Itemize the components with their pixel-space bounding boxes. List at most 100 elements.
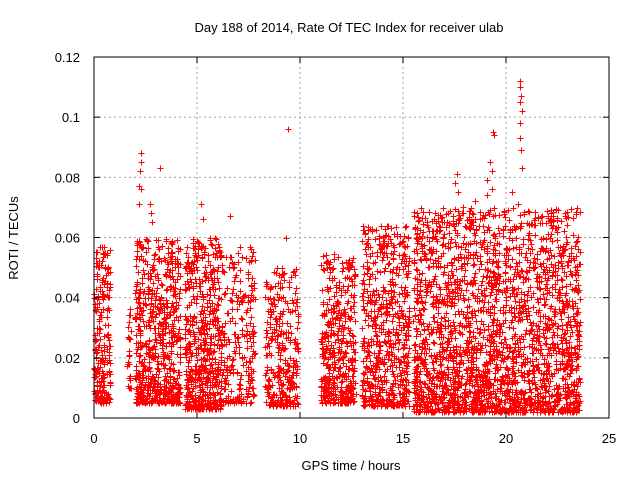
data-point bbox=[154, 384, 161, 391]
data-point bbox=[269, 382, 276, 389]
data-point bbox=[155, 237, 162, 244]
data-point bbox=[492, 235, 499, 242]
data-point bbox=[529, 350, 536, 357]
data-point bbox=[191, 331, 198, 338]
data-point bbox=[426, 238, 433, 245]
data-point bbox=[421, 327, 428, 334]
data-point bbox=[236, 350, 243, 357]
data-point bbox=[273, 270, 280, 277]
data-point bbox=[360, 340, 367, 347]
data-point bbox=[475, 286, 482, 293]
data-point bbox=[288, 378, 295, 385]
data-point bbox=[212, 392, 219, 399]
data-point bbox=[288, 274, 295, 281]
data-point bbox=[207, 286, 214, 293]
data-point bbox=[400, 353, 407, 360]
data-point bbox=[481, 229, 488, 236]
data-point bbox=[280, 381, 287, 388]
data-point bbox=[388, 357, 395, 364]
data-point bbox=[359, 238, 366, 245]
data-point bbox=[494, 403, 501, 410]
data-point bbox=[239, 327, 246, 334]
data-point bbox=[276, 368, 283, 375]
data-point bbox=[387, 268, 394, 275]
data-point bbox=[405, 324, 412, 331]
data-point bbox=[212, 314, 219, 321]
data-point bbox=[364, 240, 371, 247]
data-point bbox=[124, 363, 131, 370]
data-point bbox=[323, 260, 330, 267]
data-point bbox=[523, 268, 530, 275]
data-point bbox=[464, 309, 471, 316]
data-point bbox=[249, 355, 256, 362]
data-point bbox=[207, 303, 214, 310]
data-point bbox=[546, 326, 553, 333]
data-point bbox=[97, 312, 104, 319]
data-point bbox=[326, 393, 333, 400]
data-point bbox=[97, 284, 104, 291]
data-point bbox=[340, 265, 347, 272]
data-point bbox=[239, 354, 246, 361]
data-point bbox=[342, 318, 349, 325]
data-point bbox=[485, 224, 492, 231]
data-point bbox=[461, 297, 468, 304]
data-point bbox=[249, 377, 256, 384]
data-point bbox=[216, 345, 223, 352]
data-point bbox=[267, 286, 274, 293]
data-point bbox=[207, 271, 214, 278]
data-point bbox=[505, 252, 512, 259]
data-point bbox=[425, 282, 432, 289]
data-point bbox=[322, 388, 329, 395]
data-point bbox=[280, 366, 287, 373]
data-point bbox=[195, 370, 202, 377]
data-point bbox=[269, 399, 276, 406]
data-point bbox=[510, 360, 517, 367]
data-point bbox=[375, 355, 382, 362]
data-point bbox=[265, 340, 272, 347]
data-point bbox=[561, 269, 568, 276]
data-point bbox=[435, 310, 442, 317]
data-point bbox=[195, 325, 202, 332]
data-point bbox=[177, 359, 184, 366]
data-point bbox=[543, 264, 550, 271]
data-point bbox=[525, 245, 532, 252]
data-point bbox=[192, 243, 199, 250]
data-point bbox=[507, 229, 514, 236]
data-point bbox=[537, 295, 544, 302]
data-point bbox=[441, 314, 448, 321]
data-point bbox=[274, 339, 281, 346]
data-point bbox=[457, 251, 464, 258]
data-point bbox=[352, 318, 359, 325]
data-point bbox=[133, 316, 140, 323]
data-point bbox=[349, 358, 356, 365]
data-point bbox=[416, 343, 423, 350]
data-point bbox=[577, 296, 584, 303]
data-point bbox=[415, 214, 422, 221]
data-point bbox=[529, 358, 536, 365]
data-point bbox=[330, 388, 337, 395]
data-point bbox=[187, 349, 194, 356]
data-point bbox=[212, 356, 219, 363]
data-point bbox=[94, 273, 101, 280]
data-point bbox=[570, 215, 577, 222]
data-point bbox=[96, 318, 103, 325]
data-point bbox=[104, 332, 111, 339]
data-point bbox=[125, 324, 132, 331]
data-point bbox=[339, 260, 346, 267]
data-point bbox=[361, 271, 368, 278]
data-point bbox=[404, 363, 411, 370]
data-point bbox=[345, 298, 352, 305]
data-point bbox=[341, 324, 348, 331]
data-point bbox=[572, 271, 579, 278]
data-point bbox=[400, 322, 407, 329]
data-point bbox=[174, 375, 181, 382]
data-point bbox=[457, 320, 464, 327]
data-point bbox=[491, 310, 498, 317]
data-point bbox=[548, 303, 555, 310]
data-point bbox=[451, 279, 458, 286]
data-point bbox=[226, 367, 233, 374]
data-point bbox=[285, 329, 292, 336]
data-point bbox=[484, 243, 491, 250]
data-point bbox=[392, 281, 399, 288]
data-point bbox=[558, 337, 565, 344]
